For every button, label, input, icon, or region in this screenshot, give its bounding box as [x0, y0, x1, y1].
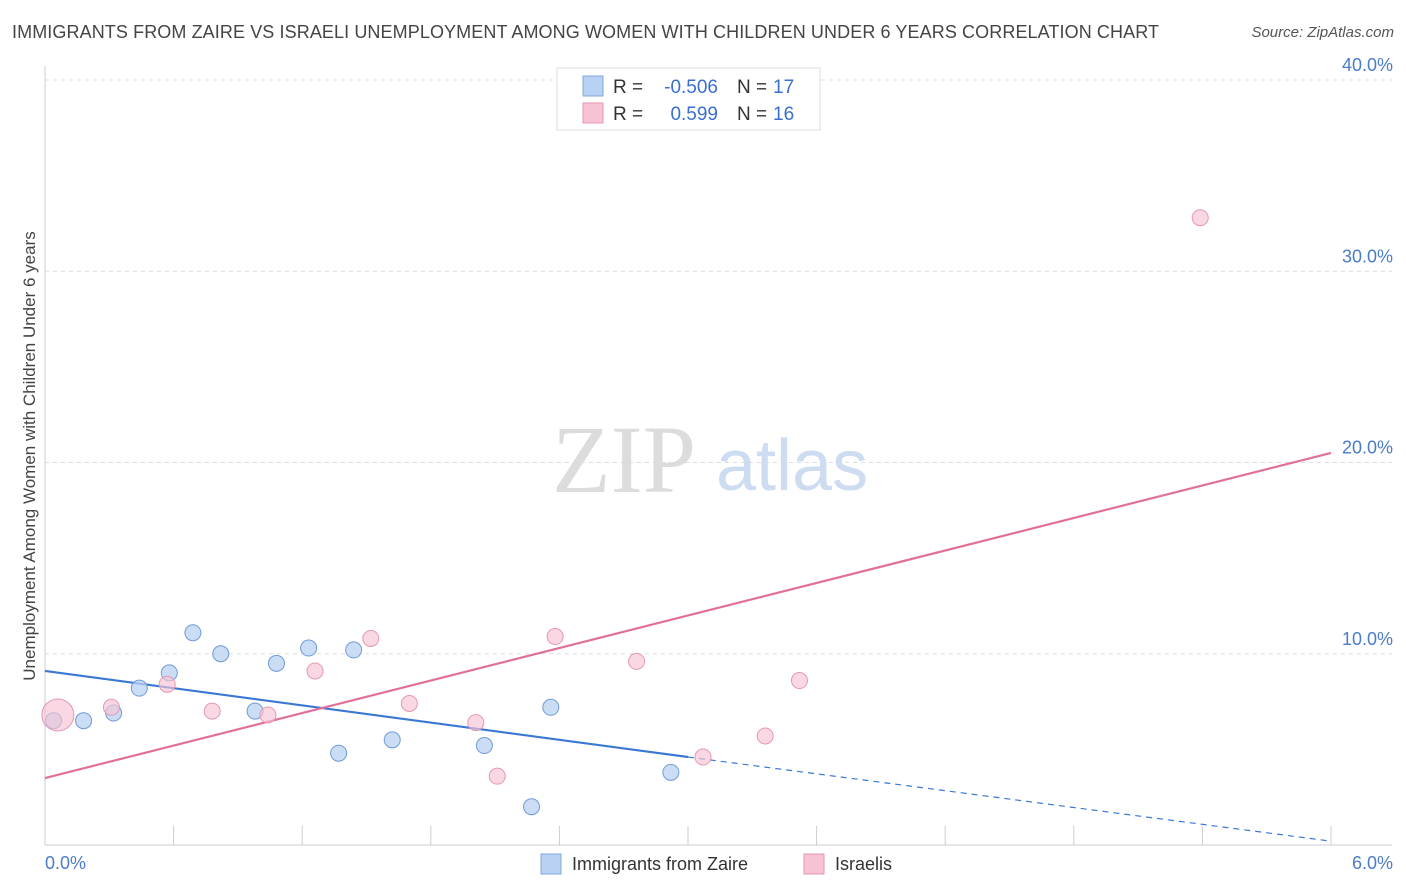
trend-line-israelis — [44, 451, 1332, 780]
point-israelis — [41, 698, 75, 732]
x-tick-label: 6.0% — [1352, 853, 1393, 873]
point-zaire — [212, 645, 230, 663]
data-points — [41, 209, 1209, 816]
grid-lines — [45, 79, 1392, 655]
point-israelis — [259, 706, 277, 724]
point-zaire — [475, 737, 493, 755]
series-legend-swatch-israelis — [803, 853, 825, 875]
point-israelis — [546, 628, 564, 646]
chart-title: IMMIGRANTS FROM ZAIRE VS ISRAELI UNEMPLO… — [12, 22, 1160, 42]
point-israelis — [102, 698, 120, 716]
trend-lines — [44, 451, 1332, 842]
point-zaire — [542, 698, 560, 716]
point-zaire — [523, 798, 541, 816]
legend-n-label-2: N = — [737, 104, 767, 125]
point-zaire — [383, 731, 401, 749]
series-legend-label-israelis: Israelis — [835, 854, 892, 874]
legend-r-value-1: -0.506 — [664, 77, 718, 98]
series-legend: Immigrants from Zaire Israelis — [540, 853, 892, 875]
point-israelis — [467, 714, 485, 732]
point-zaire — [130, 679, 148, 697]
series-legend-swatch-zaire — [540, 853, 562, 875]
legend-swatch-pink — [582, 102, 604, 124]
point-zaire — [267, 654, 285, 672]
point-israelis — [306, 662, 324, 680]
point-zaire — [184, 624, 202, 642]
legend-n-value-2: 16 — [773, 104, 794, 125]
point-israelis — [203, 702, 221, 720]
watermark: ZIP atlas — [552, 406, 868, 513]
point-zaire — [330, 744, 348, 762]
point-israelis — [488, 767, 506, 785]
point-zaire — [75, 712, 93, 730]
source-label: Source: ZipAtlas.com — [1251, 24, 1394, 41]
point-israelis — [158, 675, 176, 693]
legend-r-label-1: R = — [613, 77, 643, 98]
trend-line-zaire — [44, 669, 689, 759]
trend-line-zaire-extension — [687, 756, 1332, 842]
watermark-zip: ZIP — [552, 406, 696, 513]
y-tick-label: 40.0% — [1342, 55, 1393, 75]
x-tick-label: 0.0% — [45, 853, 86, 873]
watermark-atlas: atlas — [716, 426, 868, 506]
point-zaire — [345, 641, 363, 659]
legend-n-label-1: N = — [737, 77, 767, 98]
point-israelis — [694, 748, 712, 766]
legend-r-value-2: 0.599 — [670, 104, 718, 125]
series-legend-label-zaire: Immigrants from Zaire — [572, 854, 748, 874]
y-tick-label: 20.0% — [1342, 438, 1393, 458]
point-zaire — [662, 763, 680, 781]
point-israelis — [756, 727, 774, 745]
point-israelis — [400, 694, 418, 712]
correlation-legend: R = -0.506 N = 17 R = 0.599 N = 16 — [556, 67, 821, 131]
point-zaire — [300, 639, 318, 657]
tick-labels: 10.0% 20.0% 30.0% 40.0% 0.0% 6.0% — [45, 55, 1393, 873]
y-tick-label: 10.0% — [1342, 629, 1393, 649]
point-israelis — [1191, 209, 1209, 227]
legend-r-label-2: R = — [613, 104, 643, 125]
point-israelis — [628, 652, 646, 670]
legend-n-value-1: 17 — [773, 77, 794, 98]
point-israelis — [790, 672, 808, 690]
y-axis-title: Unemployment Among Women with Children U… — [20, 231, 39, 680]
y-tick-label: 30.0% — [1342, 246, 1393, 266]
legend-swatch-blue — [582, 75, 604, 97]
point-israelis — [362, 629, 380, 647]
